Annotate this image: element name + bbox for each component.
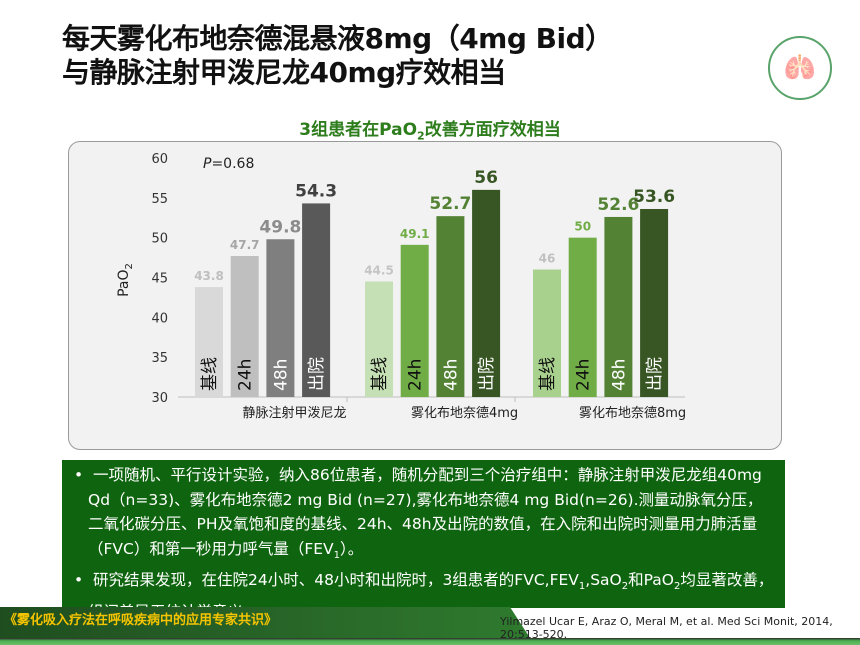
chart-title: 3组患者在PaO2改善方面疗效相当 <box>299 120 561 143</box>
y-tick-label: 30 <box>151 391 168 406</box>
y-tick-label: 45 <box>151 272 168 287</box>
bar <box>604 216 633 397</box>
y-tick-label: 60 <box>151 152 168 167</box>
data-label: 46 <box>539 252 556 266</box>
bar <box>436 216 465 397</box>
data-label: 49.8 <box>259 217 301 237</box>
bar-period-label: 24h <box>236 359 256 391</box>
lungs-icon: 🫁 <box>783 53 817 83</box>
y-tick-label: 40 <box>151 311 168 326</box>
data-label: 43.8 <box>194 269 224 283</box>
bar-period-label: 基线 <box>370 357 390 391</box>
bar-period-label: 基线 <box>538 357 558 391</box>
data-label: 56 <box>474 168 498 188</box>
data-label: 54.3 <box>295 181 337 201</box>
data-label: 52.6 <box>597 195 639 215</box>
bar <box>195 287 223 397</box>
slide-title: 每天雾化布地奈德混悬液8mg（4mg Bid） 与静脉注射甲泼尼龙40mg疗效相… <box>62 22 613 90</box>
bar <box>400 244 429 397</box>
data-label: 50 <box>574 220 591 234</box>
x-category-label: 雾化布地奈德4mg <box>411 406 518 421</box>
y-tick-label: 50 <box>151 232 168 247</box>
title-line-2: 与静脉注射甲泼尼龙40mg疗效相当 <box>62 56 506 89</box>
bar-period-label: 出院 <box>645 357 665 391</box>
bar-period-label: 24h <box>406 359 426 391</box>
bar <box>640 208 669 397</box>
bar <box>302 203 331 397</box>
x-category-label: 雾化布地奈德8mg <box>579 406 686 421</box>
data-label: 47.7 <box>230 238 260 252</box>
data-label: 44.5 <box>364 263 394 277</box>
data-label: 49.1 <box>400 227 430 241</box>
bar-period-label: 48h <box>609 359 629 391</box>
title-line-1: 每天雾化布地奈德混悬液8mg（4mg Bid） <box>62 22 613 55</box>
bar <box>230 255 259 397</box>
bar-period-label: 24h <box>574 359 594 391</box>
bar-period-label: 48h <box>441 359 461 391</box>
footer-source: 《雾化吸入疗法在呼吸疾病中的应用专家共识》 <box>0 607 530 638</box>
bar-period-label: 基线 <box>200 357 220 391</box>
citation: Yilmazel Ucar E, Araz O, Meral M, et al.… <box>500 615 833 641</box>
x-category-label: 静脉注射甲泼尼龙 <box>243 405 347 421</box>
bar <box>266 239 295 397</box>
bar-period-label: 出院 <box>307 357 327 391</box>
bar <box>472 189 501 397</box>
bar-period-label: 48h <box>271 359 291 391</box>
summary-box: • 一项随机、平行设计实验，纳入86位患者，随机分配到三个治疗组中：静脉注射甲泼… <box>62 460 785 621</box>
y-tick-label: 35 <box>151 351 168 366</box>
bar <box>568 237 597 397</box>
data-label: 53.6 <box>633 187 675 207</box>
y-axis-label: PaO2 <box>116 263 135 297</box>
p-value-annotation: P=0.68 <box>203 156 254 172</box>
bar <box>365 281 393 397</box>
bullet-1: • 一项随机、平行设计实验，纳入86位患者，随机分配到三个治疗组中：静脉注射甲泼… <box>74 466 763 561</box>
society-logo: 🫁 <box>768 36 832 100</box>
bar <box>533 269 561 397</box>
y-tick-label: 55 <box>151 192 168 207</box>
bar-period-label: 出院 <box>477 357 497 391</box>
data-label: 52.7 <box>429 194 471 214</box>
bottom-bar <box>0 638 860 645</box>
